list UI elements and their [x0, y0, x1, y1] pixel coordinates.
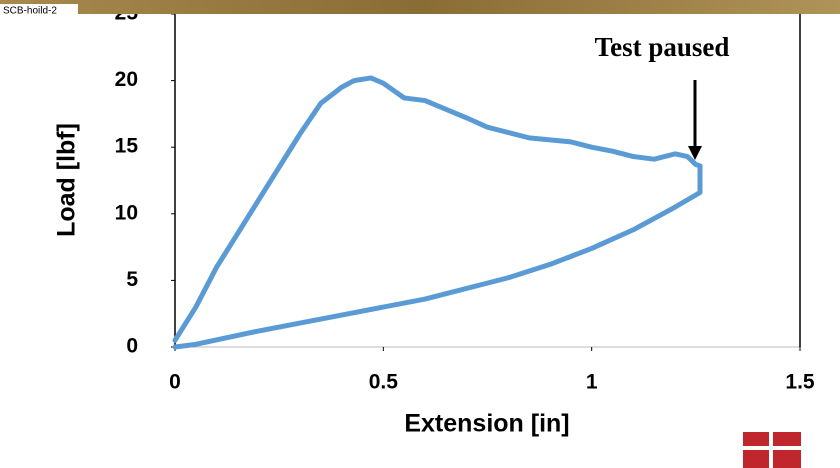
y-tick-label: 5 — [126, 268, 138, 291]
y-tick-label: 20 — [115, 68, 138, 91]
banner — [0, 0, 840, 14]
banner-label: SCB-hoild-2 — [3, 6, 57, 17]
banner-label-box — [0, 4, 78, 17]
logo-stripe — [743, 446, 801, 450]
annotation-arrowhead — [688, 146, 702, 160]
x-tick-label: 1 — [586, 371, 598, 394]
y-axis-title: Load [lbf] — [53, 123, 81, 237]
data-line — [172, 75, 703, 350]
x-tick-label: 0.5 — [369, 371, 399, 394]
annotation: Test paused — [595, 32, 730, 62]
y-tick-label: 10 — [115, 201, 138, 224]
y-tick-label: 0 — [126, 335, 138, 358]
x-tick-label: 1.5 — [785, 371, 815, 394]
y-tick-label: 15 — [115, 135, 139, 158]
x-tick-label: 0 — [169, 371, 181, 394]
plot-area: 051015202500.511.5 — [115, 2, 815, 394]
x-axis-title: Extension [in] — [404, 410, 569, 438]
